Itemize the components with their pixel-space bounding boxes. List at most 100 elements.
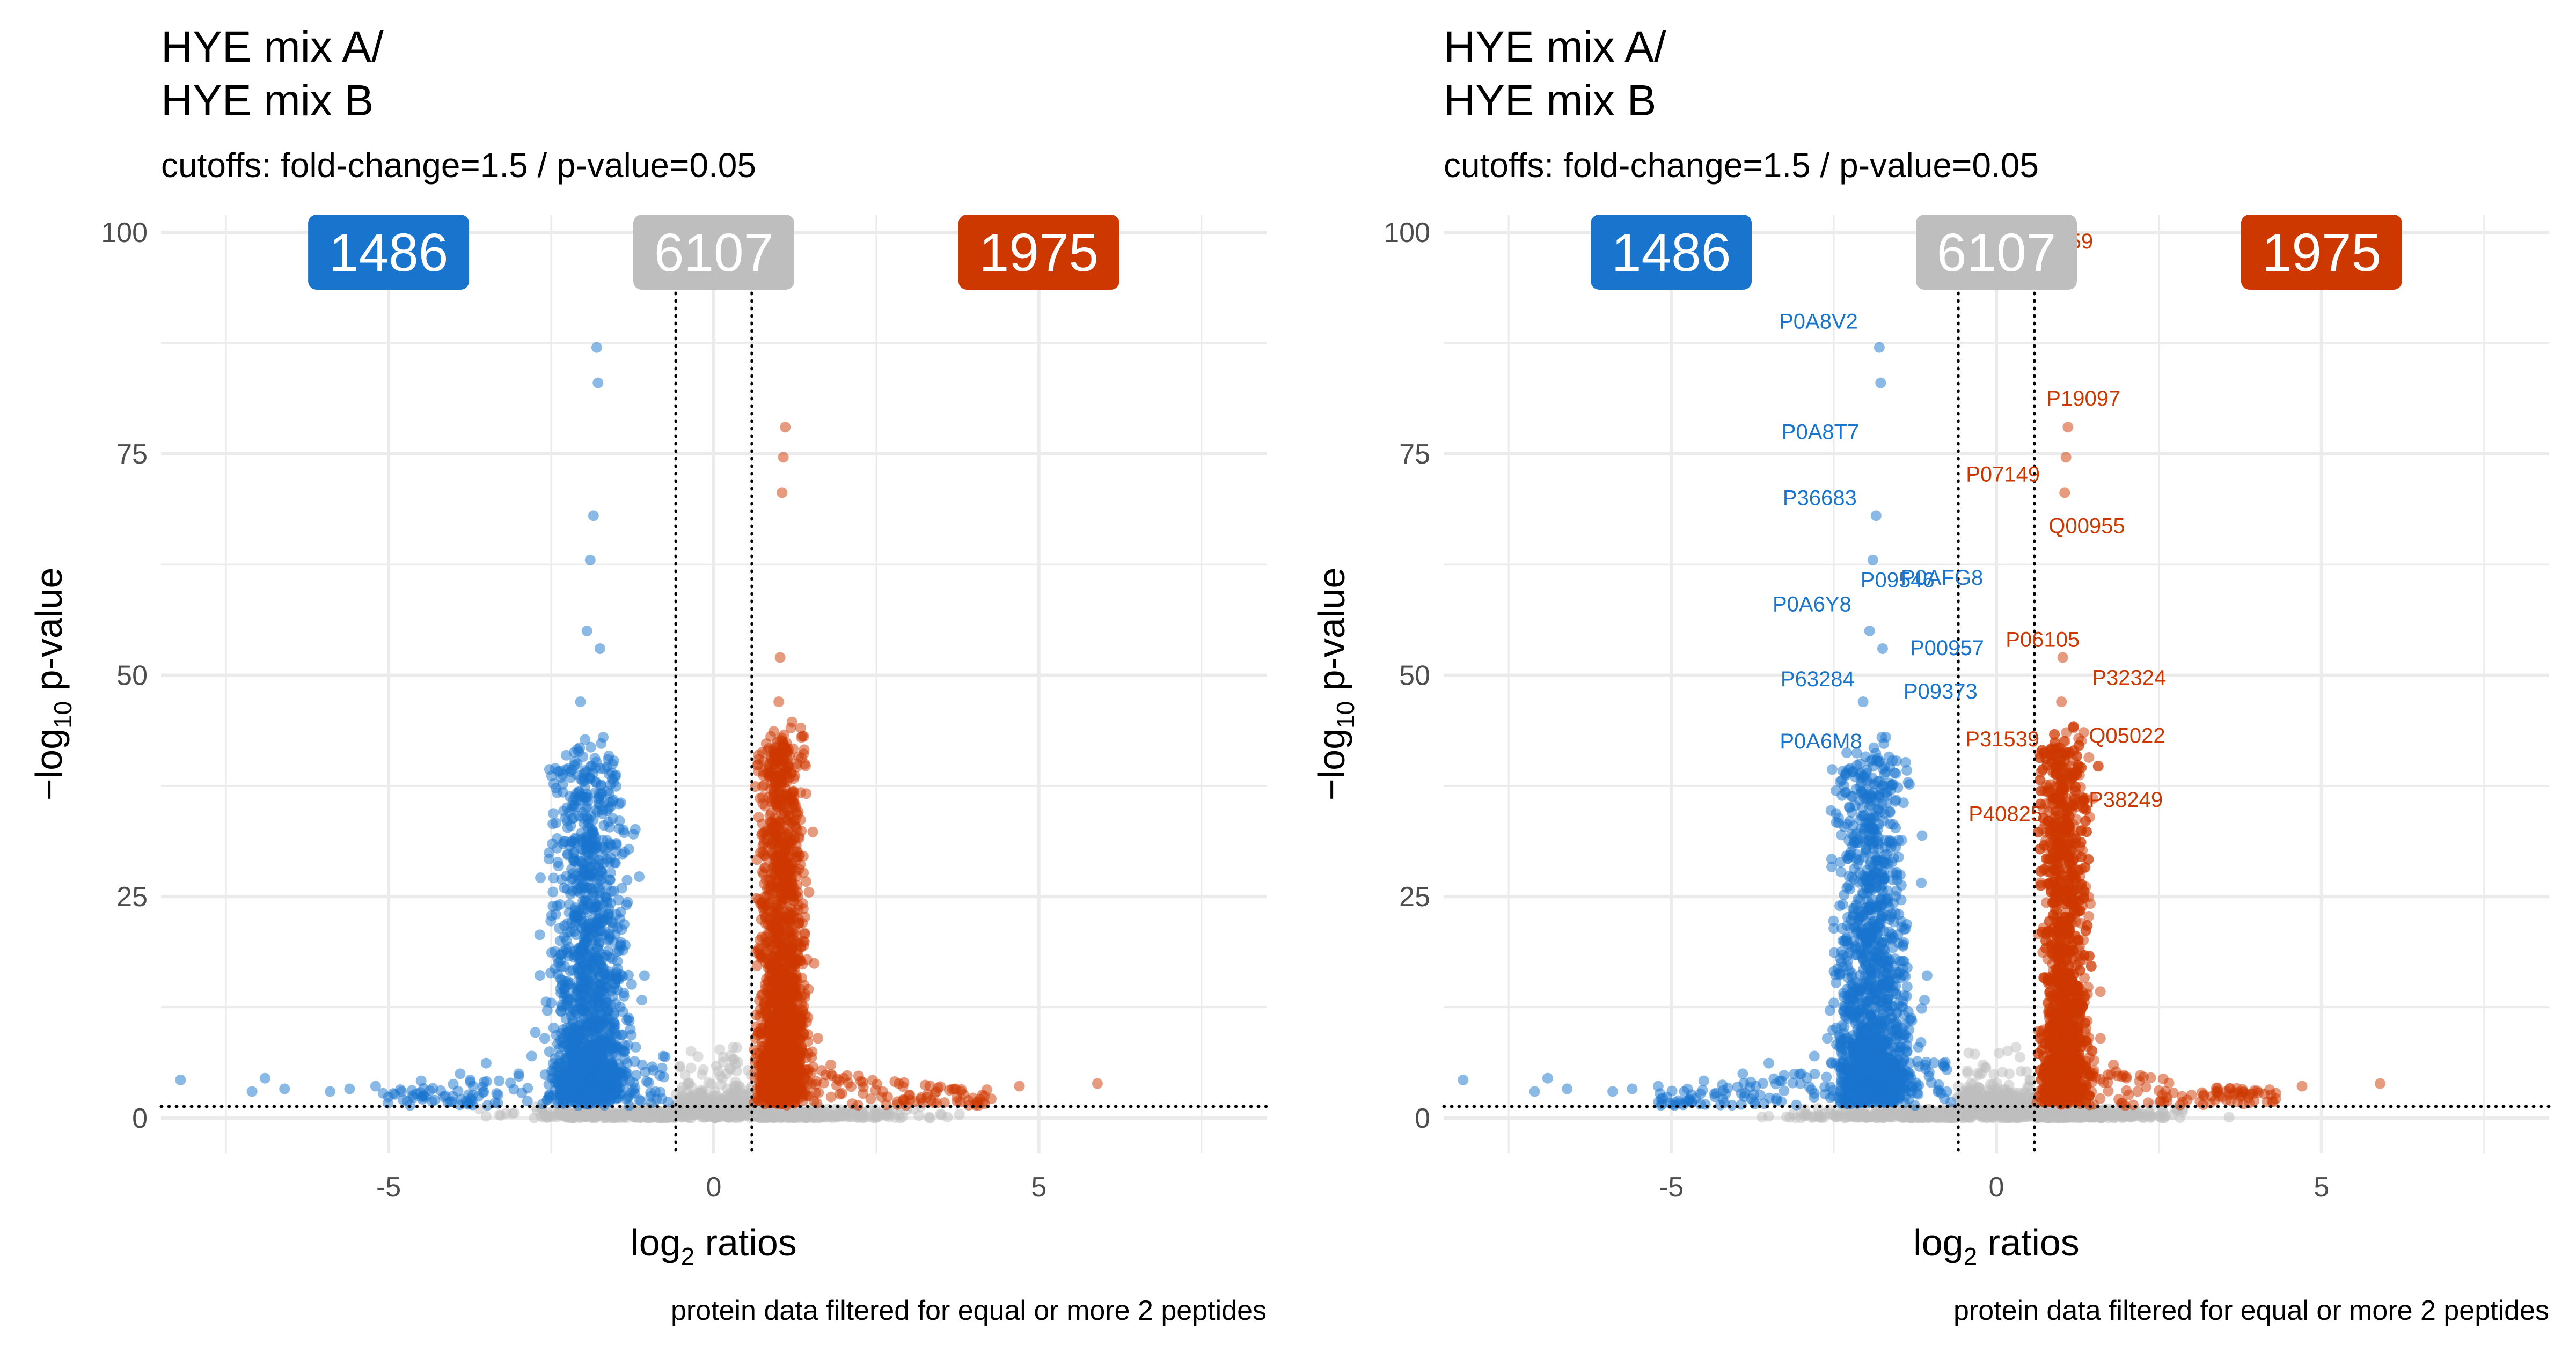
down-point bbox=[552, 857, 564, 868]
down-point bbox=[595, 780, 606, 791]
x-tick-label: -5 bbox=[1659, 1172, 1684, 1203]
down-point bbox=[478, 1086, 489, 1098]
data-points bbox=[175, 342, 1103, 1123]
up-point bbox=[955, 1086, 967, 1097]
down-point bbox=[522, 1083, 533, 1094]
up-point bbox=[764, 935, 774, 946]
y-tick-label: 25 bbox=[1399, 881, 1430, 913]
down-point bbox=[544, 764, 555, 775]
neutral-point bbox=[2223, 1112, 2235, 1123]
down-point bbox=[585, 741, 596, 753]
up-point bbox=[838, 1072, 850, 1084]
down-point bbox=[582, 796, 594, 807]
down-point bbox=[547, 838, 558, 849]
up-point bbox=[787, 864, 799, 875]
chart-subtitle: cutoffs: fold-change=1.5 / p-value=0.05 bbox=[161, 146, 756, 185]
down-point bbox=[648, 1064, 659, 1076]
up-point bbox=[1092, 1078, 1103, 1089]
down-point bbox=[608, 1017, 619, 1028]
y-tick-label: 0 bbox=[132, 1103, 148, 1134]
up-point bbox=[773, 784, 784, 795]
down-point bbox=[586, 836, 597, 847]
down-point bbox=[542, 1094, 553, 1105]
up-point bbox=[778, 944, 789, 956]
up-point bbox=[801, 788, 812, 799]
up-point bbox=[769, 1079, 780, 1090]
down-point bbox=[624, 1015, 635, 1026]
up-point bbox=[799, 988, 810, 1000]
down-point bbox=[576, 1083, 587, 1094]
down-point bbox=[584, 870, 595, 881]
y-tick-label: 100 bbox=[101, 217, 148, 248]
up-point bbox=[792, 1012, 803, 1024]
neutral-point bbox=[731, 1066, 742, 1077]
down-point bbox=[603, 934, 614, 945]
neutral-point bbox=[656, 1108, 667, 1120]
down-point bbox=[534, 969, 545, 981]
down-point bbox=[636, 995, 648, 1006]
down-point bbox=[530, 1027, 541, 1038]
down-point bbox=[492, 1098, 503, 1109]
up-point bbox=[903, 1090, 914, 1101]
up-point bbox=[756, 1059, 767, 1070]
down-point bbox=[643, 1077, 654, 1088]
down-point bbox=[634, 871, 645, 882]
down-point bbox=[618, 990, 630, 1002]
neutral-point bbox=[764, 1109, 775, 1121]
down-point bbox=[568, 853, 580, 864]
neutral-point bbox=[728, 1041, 739, 1053]
chart-title-line2: HYE mix B bbox=[1444, 76, 1656, 125]
up-point bbox=[761, 987, 772, 998]
neutral-point bbox=[724, 1087, 736, 1098]
up-point bbox=[757, 818, 768, 829]
down-point bbox=[572, 795, 583, 806]
down-point bbox=[615, 797, 626, 809]
down-point bbox=[587, 1089, 598, 1100]
y-axis-label: −log10 p-value bbox=[28, 568, 77, 801]
neutral-point bbox=[954, 1109, 965, 1120]
up-point bbox=[767, 847, 778, 858]
down-point bbox=[545, 915, 557, 927]
up-point bbox=[811, 1076, 822, 1087]
up-point bbox=[790, 1052, 801, 1063]
down-point bbox=[595, 958, 606, 969]
down-point bbox=[595, 980, 606, 991]
up-point bbox=[975, 1093, 986, 1105]
up-point bbox=[825, 1059, 837, 1070]
down-point bbox=[604, 1053, 615, 1064]
up-point bbox=[807, 826, 818, 837]
up-point bbox=[781, 1063, 793, 1075]
down-point bbox=[592, 914, 604, 925]
up-point bbox=[776, 997, 787, 1008]
x-tick-label: -5 bbox=[376, 1172, 401, 1203]
neutral-point bbox=[611, 1109, 622, 1120]
down-point bbox=[621, 875, 633, 886]
up-point bbox=[889, 1076, 901, 1088]
up-point bbox=[773, 1008, 785, 1019]
down-point bbox=[605, 779, 616, 790]
down-point bbox=[546, 997, 557, 1009]
down-point bbox=[582, 965, 594, 976]
down-point bbox=[588, 510, 599, 521]
down-point bbox=[617, 1029, 628, 1040]
down-point bbox=[564, 806, 575, 818]
up-point bbox=[788, 895, 800, 907]
down-point bbox=[551, 817, 562, 828]
count-badge-label: 1486 bbox=[329, 223, 448, 283]
down-point bbox=[615, 940, 626, 952]
down-point bbox=[569, 1045, 580, 1056]
down-point bbox=[613, 894, 624, 906]
down-point bbox=[605, 867, 616, 878]
down-point bbox=[617, 971, 628, 982]
up-point bbox=[793, 1062, 804, 1074]
down-point bbox=[557, 787, 568, 798]
up-point bbox=[795, 722, 806, 733]
chart-subtitle: cutoffs: fold-change=1.5 / p-value=0.05 bbox=[1444, 146, 2039, 185]
down-point bbox=[513, 1068, 524, 1079]
x-axis-label: log2 ratios bbox=[631, 1222, 797, 1270]
down-point bbox=[573, 1032, 584, 1044]
chart-title-line1: HYE mix A/ bbox=[161, 23, 384, 71]
up-point bbox=[759, 912, 771, 923]
